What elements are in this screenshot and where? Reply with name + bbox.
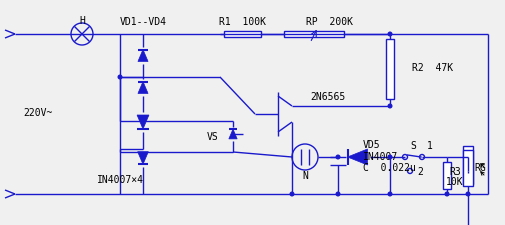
Circle shape xyxy=(118,76,122,79)
Circle shape xyxy=(388,105,392,108)
Text: VD1--VD4: VD1--VD4 xyxy=(120,17,167,27)
Polygon shape xyxy=(229,130,237,139)
Text: C  0.022u: C 0.022u xyxy=(363,162,416,172)
Circle shape xyxy=(466,192,470,196)
Text: R3: R3 xyxy=(449,166,461,176)
Text: 2: 2 xyxy=(417,166,423,176)
Text: IN4007: IN4007 xyxy=(363,151,398,161)
Polygon shape xyxy=(347,149,368,165)
Circle shape xyxy=(388,155,392,159)
Polygon shape xyxy=(138,82,148,94)
Bar xyxy=(463,146,473,184)
Text: R1  100K: R1 100K xyxy=(219,17,266,27)
Polygon shape xyxy=(137,115,149,129)
Circle shape xyxy=(290,192,294,196)
Bar xyxy=(224,32,261,38)
Circle shape xyxy=(388,192,392,196)
Text: N: N xyxy=(302,170,308,180)
Circle shape xyxy=(336,192,340,196)
Bar xyxy=(284,32,344,38)
Text: H: H xyxy=(79,16,85,26)
Circle shape xyxy=(336,155,340,159)
Text: 2N6565: 2N6565 xyxy=(310,92,345,101)
Bar xyxy=(386,40,394,99)
Circle shape xyxy=(388,33,392,37)
Bar xyxy=(443,162,451,189)
Text: RP  200K: RP 200K xyxy=(307,17,353,27)
Text: R2  47K: R2 47K xyxy=(412,63,453,73)
Circle shape xyxy=(445,192,449,196)
Text: 220V~: 220V~ xyxy=(23,108,53,117)
Text: IN4007×4: IN4007×4 xyxy=(96,174,143,184)
Text: VS: VS xyxy=(206,131,218,141)
Bar xyxy=(463,150,473,186)
Polygon shape xyxy=(138,152,148,164)
Text: VD5: VD5 xyxy=(363,139,381,149)
Text: 10K: 10K xyxy=(446,176,464,186)
Text: 1: 1 xyxy=(427,140,433,150)
Polygon shape xyxy=(138,50,148,62)
Text: S: S xyxy=(410,140,416,150)
Text: RG: RG xyxy=(474,162,486,172)
